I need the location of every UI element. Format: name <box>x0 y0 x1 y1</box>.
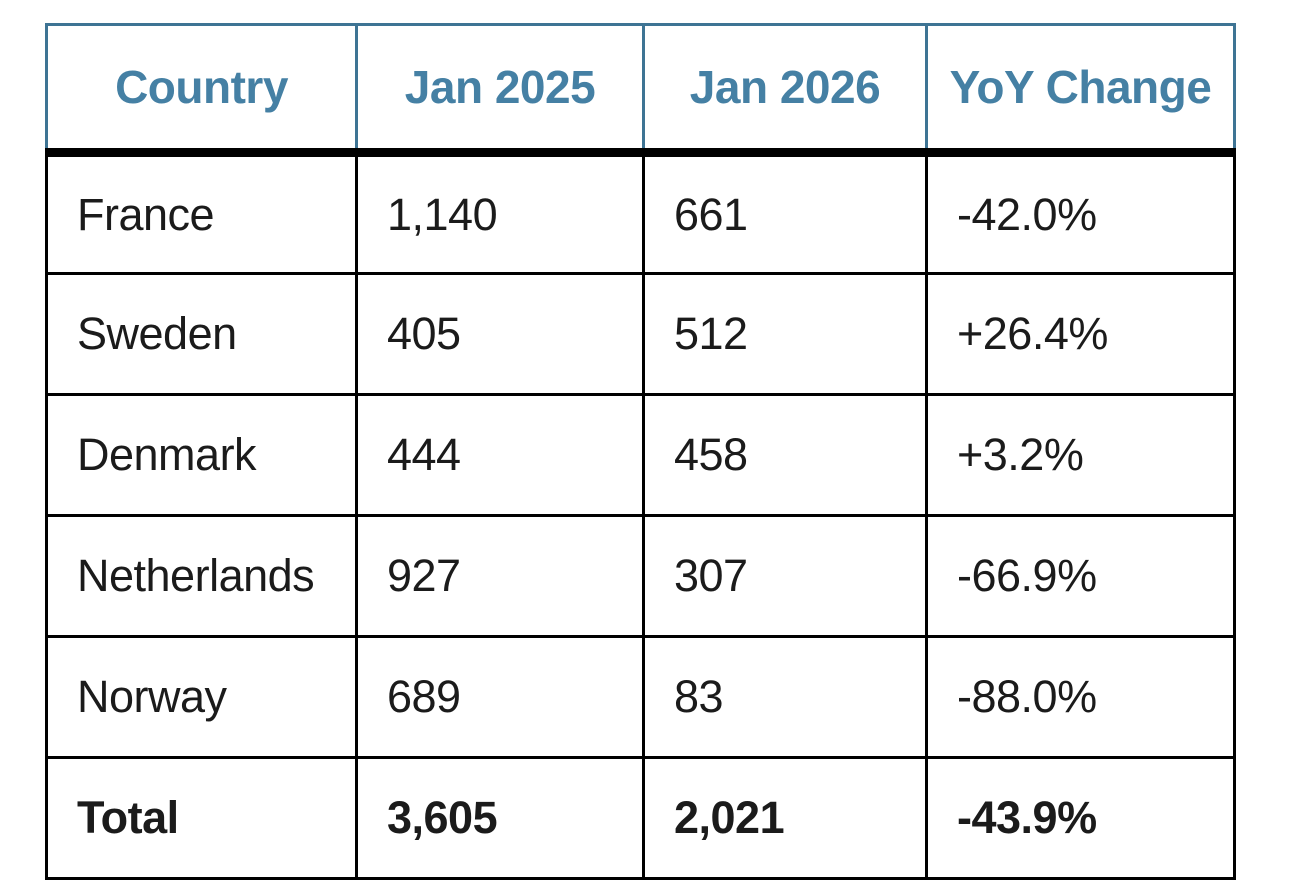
cell-jan-2026: 83 <box>642 635 928 759</box>
cell-country-total: Total <box>45 756 358 880</box>
cell-country: Netherlands <box>45 514 358 638</box>
cell-country: France <box>45 151 358 275</box>
cell-jan-2025: 405 <box>355 272 645 396</box>
cell-jan-2026: 512 <box>642 272 928 396</box>
table-header-row: Country Jan 2025 Jan 2026 YoY Change <box>45 23 1236 157</box>
yoy-comparison-table: Country Jan 2025 Jan 2026 YoY Change Fra… <box>45 23 1236 880</box>
cell-jan-2026: 661 <box>642 151 928 275</box>
cell-yoy-change: -66.9% <box>925 514 1236 638</box>
cell-yoy-change-total: -43.9% <box>925 756 1236 880</box>
cell-yoy-change: +3.2% <box>925 393 1236 517</box>
cell-yoy-change: -88.0% <box>925 635 1236 759</box>
cell-jan-2025: 1,140 <box>355 151 645 275</box>
column-header-country: Country <box>45 23 358 157</box>
table-row-sweden: Sweden 405 512 +26.4% <box>45 272 1236 396</box>
column-header-jan-2026: Jan 2026 <box>642 23 928 157</box>
table-row-france: France 1,140 661 -42.0% <box>45 151 1236 275</box>
cell-country: Sweden <box>45 272 358 396</box>
cell-country: Norway <box>45 635 358 759</box>
cell-jan-2026-total: 2,021 <box>642 756 928 880</box>
table-row-total: Total 3,605 2,021 -43.9% <box>45 756 1236 880</box>
cell-jan-2025-total: 3,605 <box>355 756 645 880</box>
column-header-jan-2025: Jan 2025 <box>355 23 645 157</box>
table-row-denmark: Denmark 444 458 +3.2% <box>45 393 1236 517</box>
cell-jan-2026: 307 <box>642 514 928 638</box>
cell-jan-2025: 444 <box>355 393 645 517</box>
cell-yoy-change: +26.4% <box>925 272 1236 396</box>
cell-country: Denmark <box>45 393 358 517</box>
cell-yoy-change: -42.0% <box>925 151 1236 275</box>
table-row-norway: Norway 689 83 -88.0% <box>45 635 1236 759</box>
table-row-netherlands: Netherlands 927 307 -66.9% <box>45 514 1236 638</box>
cell-jan-2026: 458 <box>642 393 928 517</box>
cell-jan-2025: 927 <box>355 514 645 638</box>
cell-jan-2025: 689 <box>355 635 645 759</box>
column-header-yoy-change: YoY Change <box>925 23 1236 157</box>
